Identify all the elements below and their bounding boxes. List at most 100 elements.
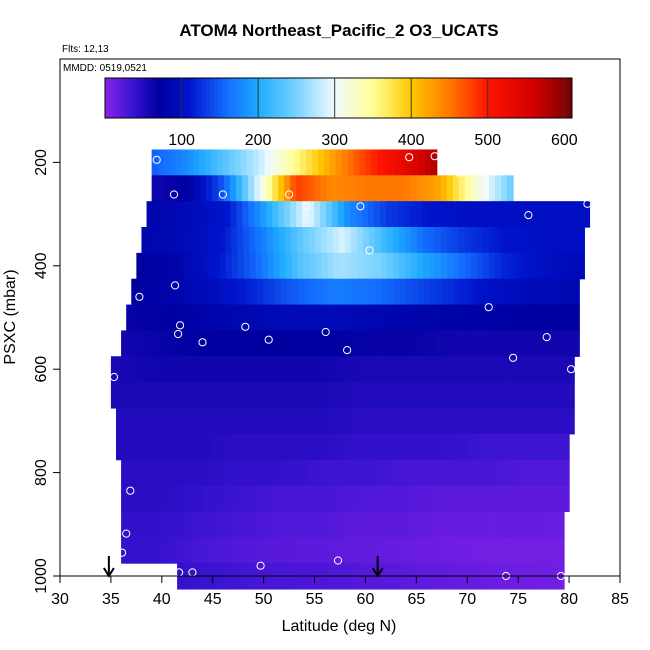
heatmap-cell xyxy=(271,433,278,461)
heatmap-cell xyxy=(180,537,188,564)
heatmap-cell xyxy=(423,407,431,435)
heatmap-cell xyxy=(267,252,275,280)
heatmap-cell xyxy=(121,511,128,538)
heatmap-cell xyxy=(396,433,403,461)
heatmap-cell xyxy=(276,149,283,176)
heatmap-cell xyxy=(537,278,545,306)
heatmap-cell xyxy=(310,278,318,306)
heatmap-cell xyxy=(171,356,178,383)
heatmap-cell xyxy=(222,459,230,487)
heatmap-cell xyxy=(327,382,335,409)
heatmap-cell xyxy=(366,537,374,564)
heatmap-cell xyxy=(333,356,341,383)
heatmap-cell xyxy=(198,485,206,512)
heatmap-cell xyxy=(504,511,511,538)
heatmap-cell xyxy=(142,252,149,280)
heatmap-cell xyxy=(449,485,457,512)
heatmap-cell xyxy=(461,485,469,512)
heatmap-cell xyxy=(169,175,177,202)
heatmap-cell xyxy=(278,407,286,435)
heatmap-cell xyxy=(253,330,261,357)
heatmap-cell xyxy=(342,433,350,461)
heatmap-cell xyxy=(322,304,330,332)
heatmap-cell xyxy=(327,356,335,383)
heatmap-cell xyxy=(300,511,308,538)
heatmap-cell xyxy=(477,382,485,409)
heatmap-cell xyxy=(248,201,255,228)
data-point xyxy=(109,372,119,382)
heatmap-cell xyxy=(205,330,213,357)
heatmap-cell xyxy=(278,175,285,202)
heatmap-cell xyxy=(127,511,134,538)
heatmap-cell xyxy=(204,485,212,512)
x-tick-label: 55 xyxy=(306,591,324,608)
heatmap-cell xyxy=(486,537,493,564)
heatmap-cell xyxy=(128,356,136,383)
heatmap-cell xyxy=(435,252,442,280)
heatmap-cell xyxy=(260,175,267,202)
heatmap-cell xyxy=(273,356,280,383)
heatmap-cell xyxy=(339,382,347,409)
heatmap-cell xyxy=(193,175,201,202)
heatmap-cell xyxy=(181,175,189,202)
heatmap-cell xyxy=(489,356,497,383)
heatmap-cell xyxy=(421,201,429,228)
heatmap-cell xyxy=(377,459,385,487)
heatmap-cell xyxy=(486,511,493,538)
heatmap-cell xyxy=(296,407,304,435)
heatmap-cell xyxy=(195,227,202,254)
heatmap-cell xyxy=(149,278,156,306)
heatmap-cell xyxy=(195,356,202,383)
heatmap-cell xyxy=(320,407,328,435)
heatmap-cell xyxy=(191,278,198,306)
heatmap-cell xyxy=(258,459,266,487)
heatmap-cell xyxy=(241,433,248,461)
colorbar-swatch xyxy=(381,78,386,118)
heatmap-cell xyxy=(429,382,437,409)
heatmap-cell xyxy=(362,175,370,202)
heatmap-cell xyxy=(402,433,409,461)
heatmap-cell xyxy=(545,459,552,487)
heatmap-cell xyxy=(275,304,282,332)
heatmap-cell xyxy=(382,278,389,306)
heatmap-cell xyxy=(233,304,241,332)
x-tick-label: 50 xyxy=(255,591,273,608)
heatmap-cell xyxy=(501,407,509,435)
colorbar-tick-label: 600 xyxy=(551,132,578,149)
heatmap-cell xyxy=(446,330,454,357)
heatmap-cell xyxy=(410,175,418,202)
heatmap-cell xyxy=(403,201,411,228)
heatmap-cell xyxy=(562,382,569,409)
heatmap-cell xyxy=(557,485,564,512)
heatmap-cell xyxy=(475,201,483,228)
heatmap-cell xyxy=(211,330,219,357)
heatmap-cell xyxy=(249,356,256,383)
heatmap-cell xyxy=(157,149,165,176)
heatmap-cell xyxy=(435,278,443,306)
heatmap-cell xyxy=(389,485,397,512)
heatmap-cell xyxy=(458,227,466,254)
heatmap-cell xyxy=(382,304,390,332)
colorbar-swatch xyxy=(307,78,312,118)
heatmap-cell xyxy=(288,511,296,538)
heatmap-cell xyxy=(446,227,454,254)
heatmap-cell xyxy=(210,511,218,538)
heatmap-cell xyxy=(282,433,290,461)
heatmap-cell xyxy=(507,304,515,332)
heatmap-cell xyxy=(328,304,336,332)
heatmap-cell xyxy=(318,511,326,538)
heatmap-cell xyxy=(219,227,226,254)
heatmap-cell xyxy=(296,175,303,202)
heatmap-cell xyxy=(145,537,152,564)
heatmap-cell xyxy=(520,356,527,383)
heatmap-cell xyxy=(491,433,499,461)
heatmap-cell xyxy=(506,252,514,280)
heatmap-cell xyxy=(387,382,395,409)
heatmap-cell xyxy=(369,356,377,383)
heatmap-cell xyxy=(186,485,194,512)
heatmap-cell xyxy=(180,511,188,538)
heatmap-cell xyxy=(336,537,344,564)
colorbar-swatch xyxy=(210,78,215,118)
heatmap-cell xyxy=(139,485,146,512)
heatmap-cell xyxy=(200,201,207,228)
